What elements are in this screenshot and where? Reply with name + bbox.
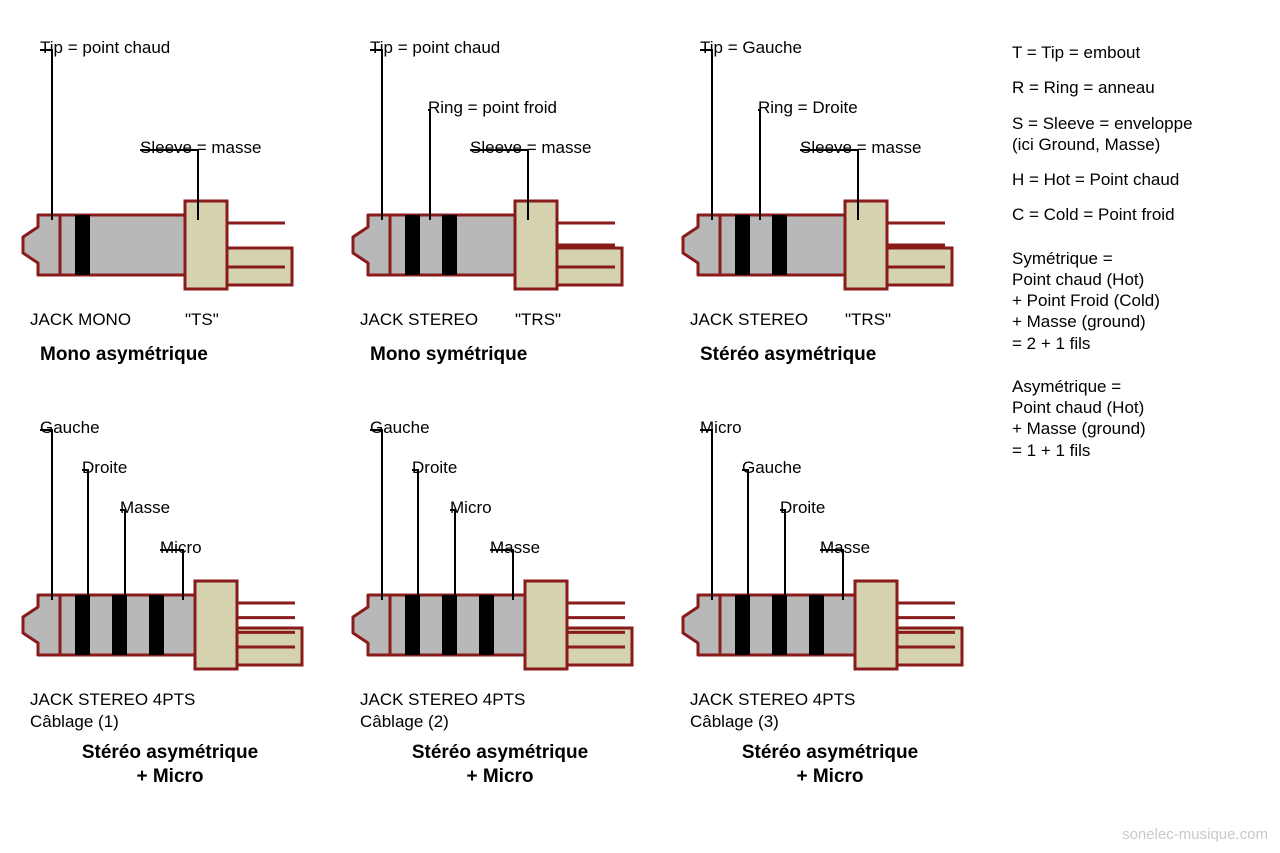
jack-cell-j6: MicroGauche Droite Masse JACK STEREO 4PTSC… bbox=[680, 400, 1000, 820]
legend-c: C = Cold = Point froid bbox=[1012, 204, 1262, 225]
callout-label: Ring = Droite bbox=[758, 98, 858, 118]
callout-label: Droite bbox=[780, 498, 825, 518]
watermark: sonelec-musique.com bbox=[1122, 826, 1268, 843]
jack-caption: JACK STEREO 4PTS bbox=[30, 690, 195, 710]
jack-title: Mono asymétrique bbox=[40, 344, 340, 366]
callout-label: Tip = Gauche bbox=[700, 38, 802, 58]
callout-label: Masse bbox=[120, 498, 170, 518]
legend-symmetric: Symétrique = Point chaud (Hot) + Point F… bbox=[1012, 248, 1262, 354]
jack-title-line2: + Micro bbox=[680, 766, 980, 788]
legend-asymmetric: Asymétrique = Point chaud (Hot) + Masse … bbox=[1012, 376, 1262, 461]
jack-cell-j1: Tip = point chaud Sleeve = masse JACK MON… bbox=[20, 20, 340, 400]
callout-label: Masse bbox=[490, 538, 540, 558]
jack-caption-wiring: Câblage (2) bbox=[360, 712, 449, 732]
jack-caption-wiring: Câblage (1) bbox=[30, 712, 119, 732]
jack-title: Stéréo asymétrique bbox=[20, 742, 320, 764]
jack-title-line2: + Micro bbox=[20, 766, 320, 788]
jack-cell-j5: Gauche Droite Micro Masse JACK STEREO 4PTSC… bbox=[350, 400, 670, 820]
jack-caption-wiring: Câblage (3) bbox=[690, 712, 779, 732]
callout-label: Sleeve = masse bbox=[470, 138, 591, 158]
callout-label: Ring = point froid bbox=[428, 98, 557, 118]
jack-caption: JACK STEREO bbox=[690, 310, 808, 330]
jack-cell-j2: Tip = point chaud Ring = point froid Sleev… bbox=[350, 20, 670, 400]
legend-h: H = Hot = Point chaud bbox=[1012, 169, 1262, 190]
jack-caption: JACK STEREO 4PTS bbox=[360, 690, 525, 710]
callout-label: Gauche bbox=[742, 458, 802, 478]
jack-caption: JACK MONO bbox=[30, 310, 131, 330]
jack-title: Stéréo asymétrique bbox=[680, 742, 980, 764]
callout-label: Micro bbox=[700, 418, 742, 438]
jack-connector-diagram bbox=[350, 20, 670, 300]
callout-label: Sleeve = masse bbox=[140, 138, 261, 158]
callout-label: Tip = point chaud bbox=[40, 38, 170, 58]
jack-cell-j4: Gauche Droite Masse Micro JACK STEREO 4PTSC… bbox=[20, 400, 340, 820]
jack-caption-code: "TRS" bbox=[845, 310, 891, 330]
jack-title: Stéréo asymétrique bbox=[700, 344, 1000, 366]
jack-connector-diagram bbox=[680, 20, 1000, 300]
callout-label: Micro bbox=[160, 538, 202, 558]
jack-caption: JACK STEREO 4PTS bbox=[690, 690, 855, 710]
jack-title: Mono symétrique bbox=[370, 344, 670, 366]
callout-label: Droite bbox=[82, 458, 127, 478]
callout-label: Tip = point chaud bbox=[370, 38, 500, 58]
jack-caption: JACK STEREO bbox=[360, 310, 478, 330]
jack-cell-j3: Tip = GaucheRing = DroiteSleeve = masse … bbox=[680, 20, 1000, 400]
jack-title-line2: + Micro bbox=[350, 766, 650, 788]
legend-t: T = Tip = embout bbox=[1012, 42, 1262, 63]
legend-panel: T = Tip = embout R = Ring = anneau S = S… bbox=[1012, 42, 1262, 461]
jack-caption-code: "TRS" bbox=[515, 310, 561, 330]
callout-label: Sleeve = masse bbox=[800, 138, 921, 158]
callout-label: Micro bbox=[450, 498, 492, 518]
jack-connector-diagram bbox=[20, 20, 340, 300]
callout-label: Masse bbox=[820, 538, 870, 558]
legend-s: S = Sleeve = enveloppe (ici Ground, Mass… bbox=[1012, 113, 1262, 156]
callout-label: Gauche bbox=[370, 418, 430, 438]
jack-title: Stéréo asymétrique bbox=[350, 742, 650, 764]
legend-r: R = Ring = anneau bbox=[1012, 77, 1262, 98]
callout-label: Droite bbox=[412, 458, 457, 478]
callout-label: Gauche bbox=[40, 418, 100, 438]
jack-caption-code: "TS" bbox=[185, 310, 219, 330]
